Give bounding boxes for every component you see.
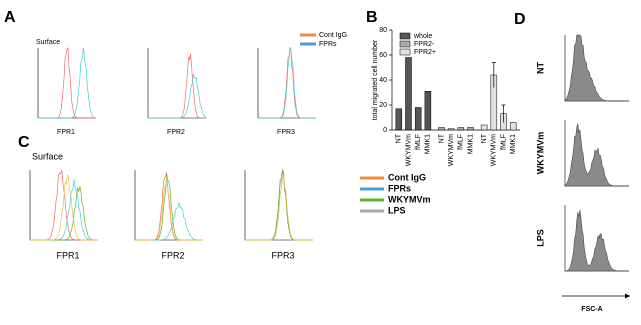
row-label: LPS	[535, 229, 545, 247]
x-tick-label: fMLF	[500, 134, 507, 150]
legend-label: whole	[413, 33, 432, 40]
plot-label: FPR3	[277, 129, 295, 136]
panel-label: A	[4, 9, 16, 26]
bar	[480, 124, 488, 131]
y-tick-label: 60	[379, 52, 387, 59]
histogram	[148, 73, 207, 119]
x-axis-label: FSC-A	[581, 306, 602, 313]
legend-swatch	[399, 48, 411, 56]
histogram	[135, 202, 203, 241]
panel-label: D	[514, 11, 526, 28]
x-tick-label: MMK1	[467, 134, 474, 154]
plot-label: FPR1	[56, 250, 79, 260]
axes	[147, 48, 206, 119]
axes	[29, 170, 98, 241]
y-tick-label: 40	[379, 77, 387, 84]
histogram	[135, 176, 203, 241]
legend-label: FPR2+	[414, 49, 436, 56]
plot-label: FPR3	[271, 250, 294, 260]
surface-label: Surface	[32, 151, 63, 161]
x-tick-label: NT	[438, 133, 445, 143]
legend-label: FPRs	[388, 183, 411, 193]
y-tick-label: 80	[379, 27, 387, 34]
x-tick-label: NT	[481, 133, 488, 143]
bar	[438, 127, 445, 131]
panel-label: B	[366, 9, 378, 26]
legend-swatch	[399, 40, 411, 48]
error-bar	[501, 104, 506, 123]
row-label: WKYMVm	[535, 132, 545, 175]
plot-label: FPR2	[161, 250, 184, 260]
y-tick-label: 20	[379, 102, 387, 109]
histogram	[564, 209, 629, 272]
legend-label: WKYMVm	[388, 194, 431, 204]
x-tick-label: fMLF	[415, 134, 422, 150]
x-tick-label: fMLF	[458, 134, 465, 150]
legend-swatch	[399, 32, 411, 40]
legend-label: FPRs	[319, 41, 337, 48]
panel-label: C	[18, 134, 30, 151]
x-tick-label: WKYMVm	[491, 134, 498, 166]
surface-label: Surface	[36, 39, 60, 46]
plot-label: FPR2	[167, 129, 185, 136]
legend-label: Cont IgG	[319, 32, 347, 39]
histogram	[30, 174, 98, 241]
bar	[509, 122, 517, 131]
row-label: NT	[535, 62, 545, 74]
x-tick-label: WKYMVm	[448, 134, 455, 166]
y-axis-label: total migrated cell number	[372, 39, 379, 120]
bar	[467, 127, 474, 131]
x-tick-label: MMK1	[425, 134, 432, 154]
plot-label: FPR1	[57, 129, 75, 136]
legend-label: FPR2-	[414, 41, 435, 48]
axes	[134, 170, 203, 241]
histogram	[564, 123, 629, 187]
x-tick-label: MMK1	[510, 134, 517, 154]
bar	[405, 57, 412, 131]
histogram	[30, 169, 98, 241]
histogram	[135, 174, 203, 241]
y-tick-label: 0	[383, 127, 387, 134]
bar	[457, 127, 465, 131]
bar	[424, 91, 432, 131]
histogram	[38, 47, 97, 119]
bar	[447, 128, 455, 131]
legend-label: LPS	[388, 205, 406, 215]
histogram	[564, 34, 629, 102]
histogram	[245, 175, 313, 241]
bar	[414, 107, 422, 131]
error-bar	[491, 62, 496, 88]
legend-label: Cont IgG	[388, 172, 426, 182]
x-tick-label: NT	[396, 133, 403, 143]
x-tick-label: WKYMVm	[405, 134, 412, 166]
histogram	[258, 47, 316, 119]
arrow-head	[625, 293, 630, 299]
bar	[395, 108, 403, 131]
